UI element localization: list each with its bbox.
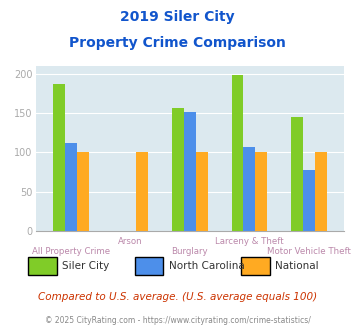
Bar — [244, 147, 255, 231]
Text: National: National — [275, 261, 319, 271]
Bar — [231, 75, 244, 231]
Text: Siler City: Siler City — [62, 261, 109, 271]
Bar — [291, 117, 303, 231]
Bar — [53, 84, 65, 231]
Text: North Carolina: North Carolina — [169, 261, 244, 271]
Text: Compared to U.S. average. (U.S. average equals 100): Compared to U.S. average. (U.S. average … — [38, 292, 317, 302]
Bar — [315, 152, 327, 231]
Text: Motor Vehicle Theft: Motor Vehicle Theft — [267, 247, 351, 256]
Bar — [172, 108, 184, 231]
Text: Arson: Arson — [118, 237, 143, 246]
Text: Larceny & Theft: Larceny & Theft — [215, 237, 284, 246]
Bar — [136, 152, 148, 231]
Bar — [255, 152, 267, 231]
Bar — [196, 152, 208, 231]
Text: Property Crime Comparison: Property Crime Comparison — [69, 36, 286, 50]
Text: Burglary: Burglary — [171, 247, 208, 256]
Bar — [303, 170, 315, 231]
Bar — [77, 152, 89, 231]
Bar — [65, 143, 77, 231]
Text: © 2025 CityRating.com - https://www.cityrating.com/crime-statistics/: © 2025 CityRating.com - https://www.city… — [45, 316, 310, 325]
Text: All Property Crime: All Property Crime — [32, 247, 110, 256]
Text: 2019 Siler City: 2019 Siler City — [120, 10, 235, 24]
Bar — [184, 112, 196, 231]
